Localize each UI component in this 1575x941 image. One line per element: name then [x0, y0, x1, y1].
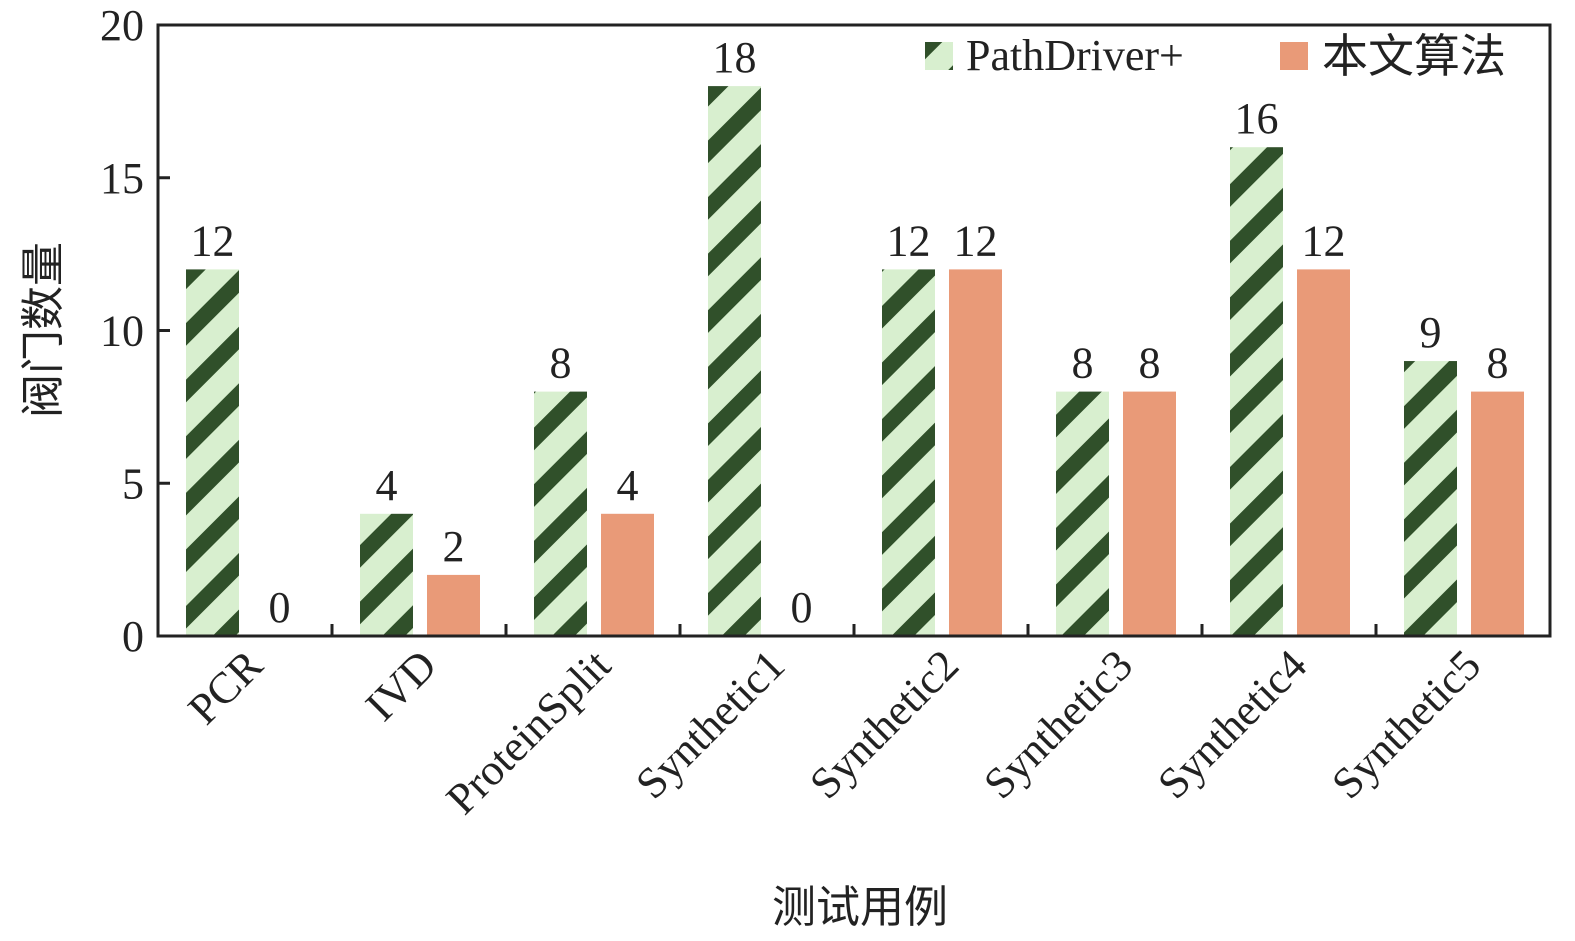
- data-label: 8: [550, 339, 572, 388]
- bar-pathdriver: [882, 269, 935, 636]
- x-tick-label: IVD: [356, 640, 446, 730]
- data-label: 4: [376, 461, 398, 510]
- y-tick-label: 10: [100, 307, 144, 356]
- x-tick-label: Synthetic2: [800, 640, 968, 808]
- bar-pathdriver: [186, 269, 239, 636]
- data-label: 18: [713, 33, 757, 82]
- data-label: 4: [617, 461, 639, 510]
- data-label: 2: [443, 522, 465, 571]
- y-tick-label: 20: [100, 1, 144, 50]
- data-label: 0: [269, 583, 291, 632]
- x-tick-label: ProteinSplit: [437, 640, 620, 823]
- bar-ours: [1123, 391, 1176, 636]
- bar-pathdriver: [1056, 391, 1109, 636]
- bar-pathdriver: [534, 391, 587, 636]
- bar-pathdriver: [1230, 147, 1283, 636]
- bar-pathdriver: [708, 86, 761, 637]
- data-label: 8: [1139, 339, 1161, 388]
- bar-pathdriver: [360, 513, 413, 636]
- data-label: 16: [1235, 94, 1279, 143]
- x-tick-label: Synthetic3: [974, 640, 1142, 808]
- y-tick-label: 5: [122, 459, 144, 508]
- x-tick-label: Synthetic5: [1322, 640, 1490, 808]
- data-label: 12: [887, 216, 931, 265]
- y-tick-label: 0: [122, 612, 144, 661]
- data-label: 8: [1487, 339, 1509, 388]
- data-label: 9: [1420, 308, 1442, 357]
- legend-swatch-pathdriver: [925, 42, 953, 70]
- bars: [186, 86, 1524, 637]
- x-axis-label: 测试用例: [772, 883, 948, 932]
- x-tick-label: Synthetic4: [1148, 640, 1316, 808]
- data-label: 0: [791, 583, 813, 632]
- legend-swatch-ours: [1280, 42, 1308, 70]
- bar-ours: [427, 574, 480, 636]
- bar-ours: [601, 513, 654, 636]
- bar-ours: [1297, 269, 1350, 636]
- data-label: 12: [954, 216, 998, 265]
- data-label: 12: [1302, 216, 1346, 265]
- bar-ours: [949, 269, 1002, 636]
- data-label: 8: [1072, 339, 1094, 388]
- bar-ours: [1471, 391, 1524, 636]
- y-axis: 0 5 10 15 20: [100, 1, 170, 661]
- bar-pathdriver: [1404, 361, 1457, 636]
- y-axis-label: 阀门数量: [19, 242, 68, 418]
- legend: PathDriver+ 本文算法: [925, 31, 1506, 82]
- data-label: 12: [191, 216, 235, 265]
- legend-label-pathdriver: PathDriver+: [966, 31, 1184, 80]
- x-tick-label: Synthetic1: [626, 640, 794, 808]
- legend-label-ours: 本文算法: [1322, 31, 1506, 82]
- x-tick-label: PCR: [179, 640, 273, 734]
- y-tick-label: 15: [100, 154, 144, 203]
